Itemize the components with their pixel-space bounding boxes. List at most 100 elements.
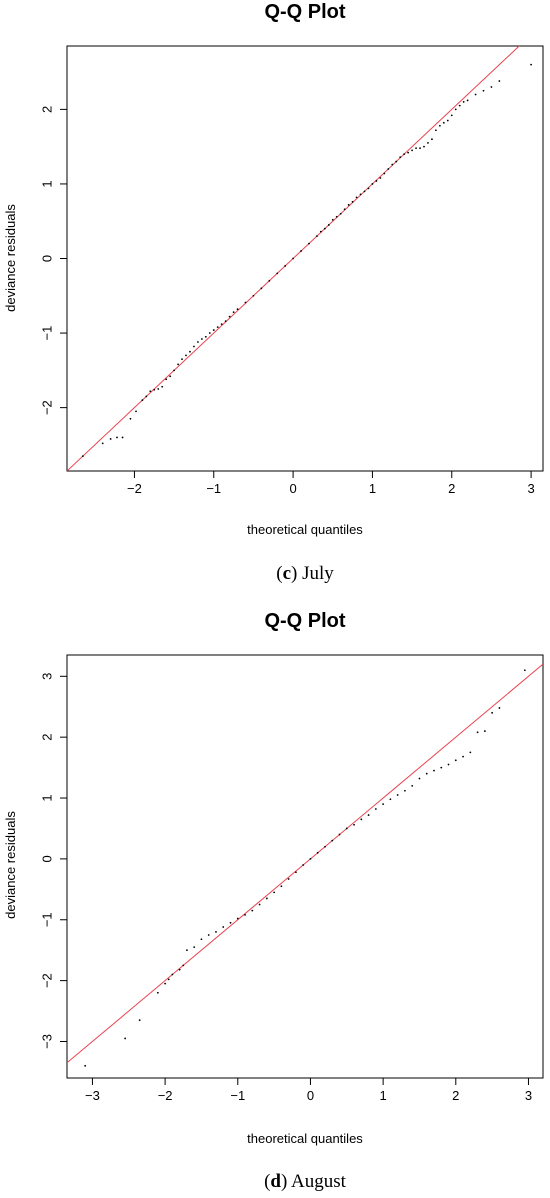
data-point	[309, 857, 312, 860]
data-point	[345, 827, 348, 830]
y-tick-label: 1	[40, 180, 55, 187]
x-tick-label: 2	[452, 1088, 459, 1103]
data-point	[323, 227, 326, 230]
data-point	[415, 147, 417, 150]
data-point	[193, 946, 196, 949]
data-point	[185, 354, 187, 357]
data-point	[295, 871, 297, 874]
data-point	[454, 108, 457, 111]
data-point	[212, 329, 215, 331]
data-point	[343, 208, 346, 211]
y-axis: −2 −1 0 1 2	[40, 106, 67, 415]
data-point	[268, 279, 271, 282]
data-point	[204, 335, 207, 338]
data-point	[389, 798, 392, 801]
data-point	[193, 345, 195, 348]
y-axis: −3 −2 −1 0 1 2 3	[40, 673, 67, 1049]
data-point	[302, 864, 305, 866]
data-point	[165, 378, 168, 381]
y-tick-label: 2	[40, 106, 55, 113]
x-axis: −2 −1 0 1 2 3	[127, 471, 535, 496]
plot-frame	[66, 654, 544, 1079]
data-point	[407, 151, 410, 154]
data-point	[395, 160, 398, 163]
y-axis-label: deviance residuals	[3, 204, 18, 312]
data-point	[427, 142, 429, 144]
data-point	[454, 759, 457, 762]
data-point	[171, 973, 174, 976]
data-point	[367, 814, 370, 816]
data-point	[121, 436, 124, 439]
y-tick-label: 0	[40, 255, 55, 262]
data-point	[351, 200, 354, 203]
data-point	[411, 784, 414, 787]
data-point	[157, 388, 160, 390]
data-point	[338, 833, 341, 836]
data-point	[169, 375, 172, 378]
data-point	[109, 438, 112, 440]
data-point	[287, 878, 290, 880]
data-point	[530, 63, 532, 66]
x-tick-label: 2	[448, 481, 455, 496]
data-point	[276, 272, 279, 275]
data-point	[363, 190, 366, 193]
data-point	[232, 311, 235, 314]
data-point	[391, 163, 394, 166]
data-point	[353, 823, 355, 826]
data-point	[450, 114, 453, 117]
data-point	[435, 129, 437, 132]
y-tick-label: −1	[40, 912, 55, 927]
x-tick-label: −2	[158, 1088, 173, 1103]
y-tick-label: 0	[40, 855, 55, 862]
data-point	[355, 196, 358, 199]
x-tick-label: 0	[289, 481, 296, 496]
y-axis-label: deviance residuals	[3, 811, 18, 919]
data-point	[164, 982, 167, 985]
data-point	[161, 385, 164, 388]
data-point	[216, 326, 219, 328]
data-point	[116, 436, 118, 439]
data-point	[327, 224, 330, 226]
y-tick-label: 3	[40, 673, 55, 680]
data-point	[433, 769, 435, 772]
x-axis-label: theoretical quantiles	[247, 1131, 363, 1146]
data-point	[382, 803, 385, 806]
data-point	[244, 301, 247, 304]
data-point	[523, 669, 526, 672]
data-point	[374, 808, 377, 810]
data-point	[215, 931, 217, 933]
data-point	[167, 978, 170, 981]
data-point	[153, 388, 156, 391]
data-point	[124, 1037, 127, 1040]
data-point	[229, 921, 232, 924]
data-point	[138, 1019, 141, 1022]
data-point	[177, 363, 179, 366]
data-point	[375, 180, 378, 182]
data-point	[220, 323, 223, 326]
data-point	[182, 964, 185, 967]
x-tick-label: 1	[380, 1088, 387, 1103]
data-point	[258, 903, 261, 906]
data-point	[474, 93, 477, 96]
data-point	[178, 968, 181, 971]
y-tick-label: −3	[40, 1034, 55, 1049]
data-point	[197, 341, 199, 343]
data-point	[396, 794, 399, 796]
data-point	[141, 399, 144, 402]
data-point	[490, 86, 493, 88]
data-point	[292, 257, 294, 260]
y-tick-label: 2	[40, 734, 55, 741]
data-point	[251, 909, 254, 912]
plot-frame	[66, 45, 544, 472]
data-point	[331, 839, 334, 842]
plot-area	[67, 46, 532, 471]
data-point	[186, 949, 188, 952]
data-point	[360, 818, 363, 821]
chart-title: Q-Q Plot	[264, 1, 345, 23]
x-tick-label: −1	[206, 481, 221, 496]
data-point	[173, 369, 176, 372]
caption-letter: c	[283, 563, 291, 584]
reference-line	[67, 663, 543, 1064]
data-point	[316, 851, 319, 854]
